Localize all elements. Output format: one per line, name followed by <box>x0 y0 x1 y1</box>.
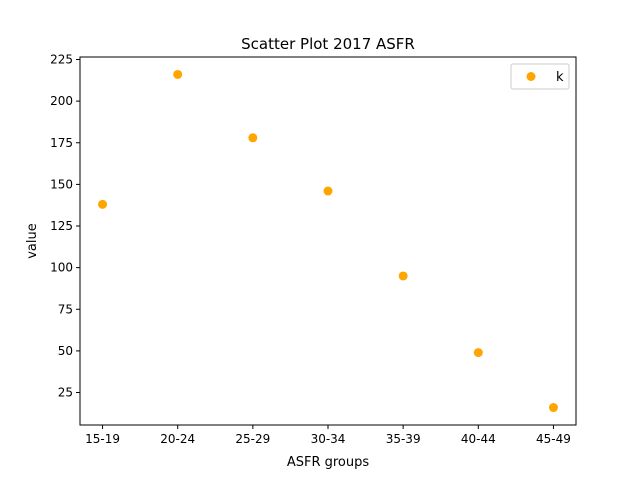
y-tick-label: 75 <box>58 302 73 316</box>
data-point <box>173 69 183 79</box>
chart-title: Scatter Plot 2017 ASFR <box>241 35 415 53</box>
x-tick-label: 45-49 <box>536 432 571 446</box>
data-point <box>98 199 108 209</box>
y-tick-label: 200 <box>50 94 73 108</box>
x-axis-label: ASFR groups <box>287 455 370 470</box>
x-tick-label: 30-34 <box>311 432 346 446</box>
y-tick-label: 150 <box>50 177 73 191</box>
y-tick-label: 225 <box>50 52 73 66</box>
plot-frame <box>79 56 577 426</box>
x-tick-label: 25-29 <box>235 432 270 446</box>
y-axis-label: value <box>25 223 40 259</box>
y-tick-label: 125 <box>50 219 73 233</box>
legend-marker <box>526 72 536 81</box>
x-tick-label: 20-24 <box>160 432 195 446</box>
y-tick-label: 25 <box>58 386 73 400</box>
x-tick-label: 35-39 <box>386 432 421 446</box>
x-axis: 15-19 20-24 25-29 30-34 35-39 40-44 45-49 <box>85 425 571 446</box>
legend-label: k <box>556 70 564 85</box>
data-point <box>398 271 408 281</box>
y-tick-label: 175 <box>50 136 73 150</box>
data-point <box>248 133 258 143</box>
data-points <box>98 69 558 413</box>
legend: k <box>510 63 570 90</box>
plot-area <box>80 57 576 425</box>
data-point <box>323 186 333 196</box>
data-point <box>548 403 558 413</box>
x-tick-label: 15-19 <box>85 432 120 446</box>
legend-box <box>510 63 570 90</box>
data-point <box>473 348 483 358</box>
x-tick-label: 40-44 <box>461 432 496 446</box>
y-tick-label: 50 <box>58 344 73 358</box>
y-axis: 25 50 75 100 125 150 175 200 225 <box>50 52 80 400</box>
y-tick-label: 100 <box>50 261 73 275</box>
